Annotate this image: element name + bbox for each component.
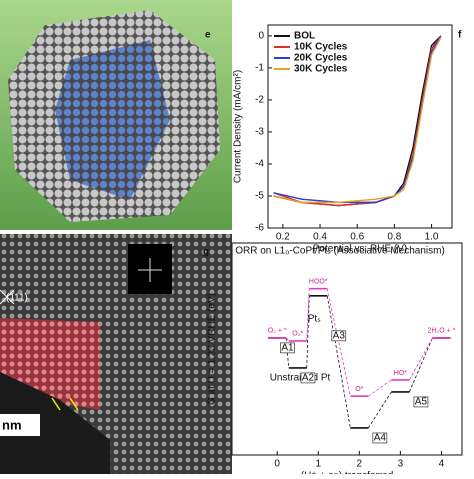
x-tick-label: 0.6 bbox=[350, 232, 364, 243]
y-tick-label: -6 bbox=[255, 223, 264, 234]
plot-frame bbox=[231, 242, 463, 456]
svg-text:x: x bbox=[150, 206, 155, 216]
nanoparticle-image: x bbox=[0, 0, 232, 230]
x-tick-label: 0.2 bbox=[276, 232, 290, 243]
step-box bbox=[413, 396, 429, 408]
connector bbox=[285, 337, 290, 342]
x-tick-label: 2 bbox=[357, 459, 363, 470]
x-tick-label: 4 bbox=[439, 459, 445, 470]
panel-letter: e bbox=[205, 30, 211, 41]
connector bbox=[306, 295, 310, 368]
connector bbox=[368, 379, 392, 397]
y-tick-label: 0 bbox=[258, 31, 264, 42]
step-label: A4 bbox=[374, 433, 387, 444]
y-axis-label: Current Density (mA/cm²) bbox=[233, 70, 244, 183]
level-label: O₂ + * bbox=[268, 328, 287, 335]
x-tick-label: 0.8 bbox=[387, 232, 401, 243]
legend-label: 10K Cycles bbox=[294, 42, 348, 53]
y-axis-label: G at U = 1.23 VRHE (eV) bbox=[207, 293, 218, 405]
panel-letter: g bbox=[203, 247, 209, 258]
level-label: O* bbox=[355, 386, 363, 393]
series-label: Unstrained Pt bbox=[270, 373, 331, 384]
connector bbox=[326, 288, 351, 397]
connector bbox=[306, 288, 310, 341]
x-tick-label: 0 bbox=[274, 459, 280, 470]
x-tick-label: 3 bbox=[398, 459, 404, 470]
scale-label: nm bbox=[2, 417, 22, 432]
step-label: A5 bbox=[415, 397, 428, 408]
connector bbox=[326, 295, 351, 429]
step-box bbox=[331, 330, 347, 342]
step-label: A3 bbox=[333, 330, 346, 341]
level-label: O₂* bbox=[292, 331, 303, 338]
y-tick-label: -3 bbox=[255, 127, 264, 138]
x-tick-label: 1.0 bbox=[425, 232, 439, 243]
connector bbox=[367, 391, 392, 429]
x-axis-label: (H⁺ + e⁻) transferred bbox=[301, 471, 394, 474]
y-tick-label: -5 bbox=[255, 191, 264, 202]
step-box bbox=[372, 432, 388, 444]
polarization-curve bbox=[273, 37, 442, 204]
level-label: HOO* bbox=[309, 278, 328, 285]
y-tick-label: -2 bbox=[255, 95, 264, 106]
connector bbox=[409, 337, 433, 393]
miller-index: (111) bbox=[6, 293, 28, 304]
step-box bbox=[300, 372, 316, 384]
legend-label: 20K Cycles bbox=[294, 53, 348, 64]
legend-label: BOL bbox=[294, 31, 315, 42]
y-tick-label: -1 bbox=[255, 63, 264, 74]
microscopy-image: (111) nm bbox=[0, 234, 232, 474]
x-tick-label: 0.4 bbox=[313, 232, 327, 243]
connector bbox=[409, 337, 433, 381]
plot-frame bbox=[267, 24, 453, 229]
step-box bbox=[280, 342, 295, 354]
level-label: HO* bbox=[394, 370, 408, 377]
x-axis-label: Potential vs. RHE (V) bbox=[313, 244, 407, 255]
x-tick-label: 1 bbox=[315, 459, 321, 470]
series-label: Ptₛ bbox=[308, 314, 321, 325]
step-label: A1 bbox=[281, 343, 294, 354]
panel-letter: f bbox=[458, 30, 462, 41]
chart-title: ORR on L1₀-CoPt/Ptₛ (Associative Mechani… bbox=[235, 246, 445, 257]
legend-label: 30K Cycles bbox=[294, 64, 348, 75]
step-label: A2 bbox=[302, 373, 315, 384]
level-label: 2H₂O + * bbox=[428, 328, 456, 335]
y-tick-label: -4 bbox=[255, 159, 264, 170]
